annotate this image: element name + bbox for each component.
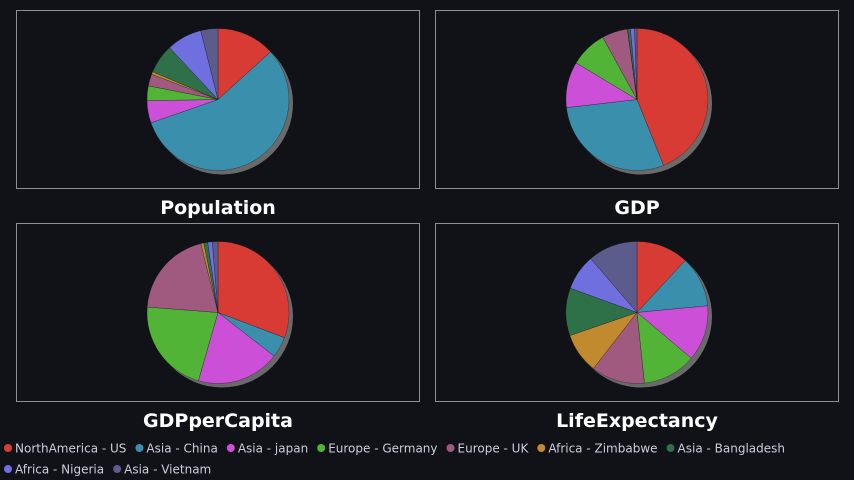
legend-swatch bbox=[113, 465, 122, 473]
pie-slice bbox=[198, 312, 275, 384]
legend-label: Asia - China bbox=[146, 442, 217, 456]
pie-slice bbox=[200, 28, 219, 100]
legend-label: Asia - japan bbox=[238, 442, 308, 456]
legend-swatch bbox=[537, 444, 546, 452]
panel bbox=[16, 223, 420, 402]
legend-label: Asia - Bangladesh bbox=[678, 442, 785, 456]
pie-slice bbox=[150, 51, 290, 171]
pie-slice bbox=[146, 306, 219, 381]
chart-title: LifeExpectancy bbox=[556, 410, 718, 432]
legend-item: Africa - Nigeria bbox=[4, 463, 104, 477]
legend-label: Europe - Germany bbox=[328, 442, 437, 456]
pie-slice bbox=[212, 241, 219, 313]
legend-label: Asia - Vietnam bbox=[124, 463, 211, 477]
legend-swatch bbox=[666, 444, 675, 452]
chart-title: GDPperCapita bbox=[143, 410, 293, 432]
legend-label: NorthAmerica - US bbox=[15, 442, 126, 456]
legend-label: Europe - UK bbox=[458, 442, 530, 456]
legend-item: Asia - japan bbox=[226, 442, 308, 456]
legend-item: Asia - Bangladesh bbox=[666, 442, 785, 456]
legend-item: Asia - China bbox=[135, 442, 218, 456]
legend-swatch bbox=[4, 465, 12, 473]
legend-item: NorthAmerica - US bbox=[4, 442, 126, 456]
legend-item: Europe - Germany bbox=[317, 442, 438, 456]
legend-swatch bbox=[226, 444, 235, 452]
pie-slice bbox=[566, 99, 664, 171]
legend-label: Africa - Zimbabwe bbox=[548, 442, 657, 456]
pie-slice bbox=[147, 243, 219, 313]
legend-item: Europe - UK bbox=[446, 442, 530, 456]
pie-slice bbox=[634, 28, 638, 100]
legend-swatch bbox=[317, 444, 326, 452]
pie-slice bbox=[590, 241, 638, 313]
panel bbox=[16, 10, 420, 189]
chart-title: Population bbox=[160, 197, 276, 219]
panel bbox=[435, 10, 839, 189]
legend-swatch bbox=[446, 444, 455, 452]
legend-label: Africa - Nigeria bbox=[15, 463, 104, 477]
legend-item: Asia - Vietnam bbox=[113, 463, 211, 477]
pie-slice bbox=[636, 28, 709, 166]
panel bbox=[435, 223, 839, 402]
legend-swatch bbox=[135, 444, 144, 452]
chart-title: GDP bbox=[614, 197, 659, 219]
pie-slice bbox=[217, 241, 290, 338]
pie-slice bbox=[217, 28, 271, 100]
legend-item: Africa - Zimbabwe bbox=[537, 442, 658, 456]
legend-swatch bbox=[4, 444, 12, 452]
pie-slice bbox=[636, 305, 709, 359]
